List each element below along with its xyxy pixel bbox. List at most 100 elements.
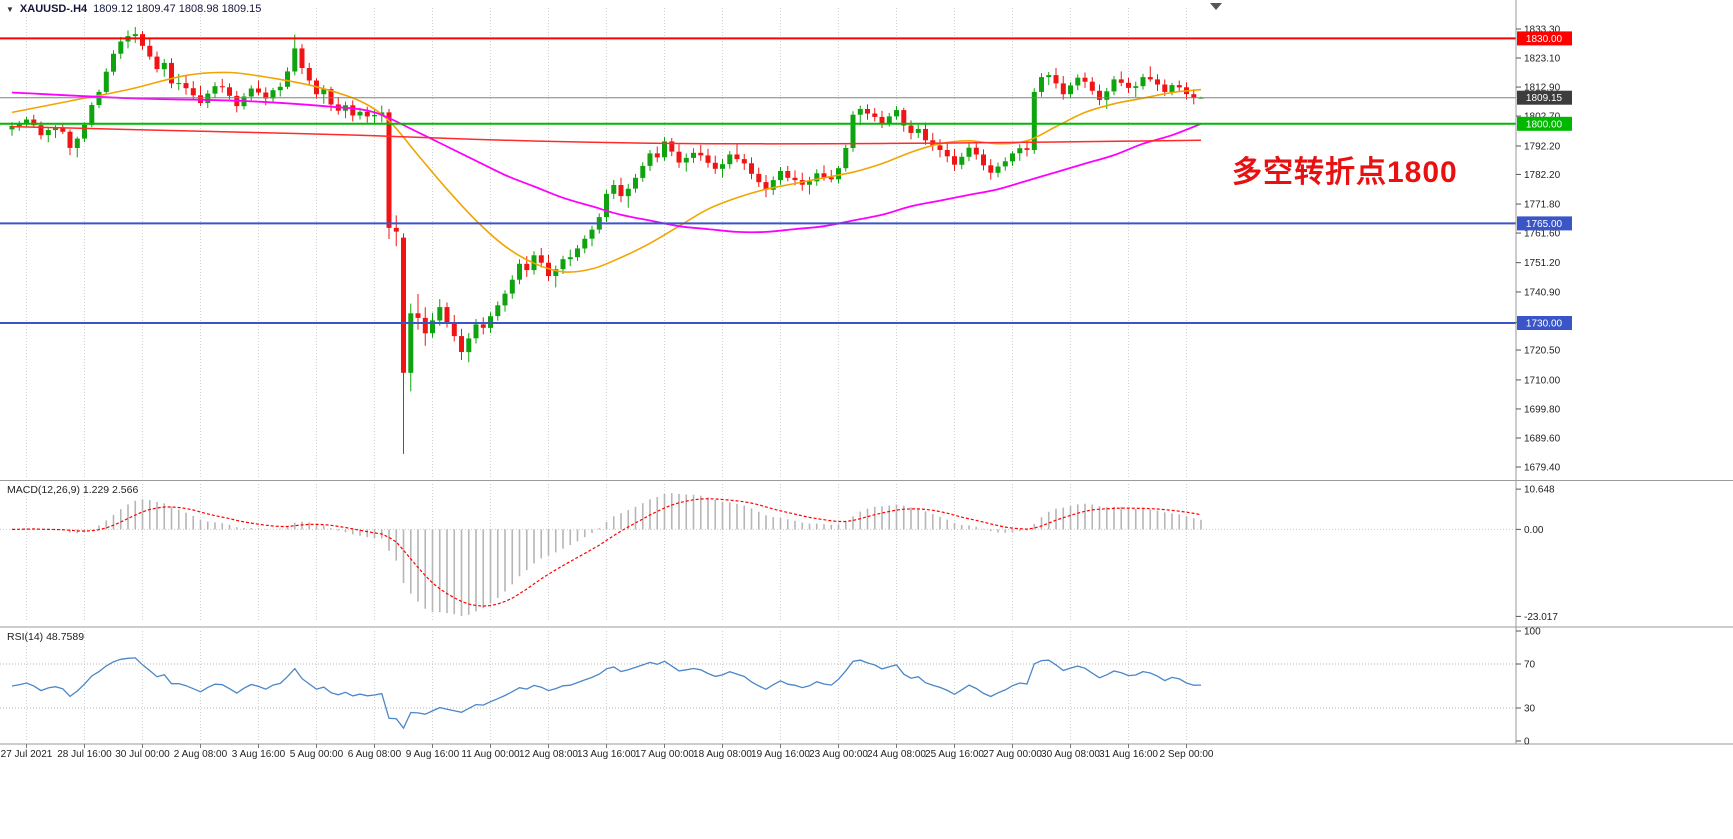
candle	[901, 107, 907, 132]
price-tick-label: 1740.90	[1524, 287, 1561, 298]
candle	[1053, 68, 1059, 89]
candle	[879, 110, 885, 128]
macd-signal-line	[11, 498, 1202, 607]
candle	[575, 245, 580, 261]
time-label: 27 Aug 00:00	[983, 749, 1042, 760]
macd-tick-label: 10.648	[1524, 485, 1555, 496]
candle	[1191, 89, 1197, 105]
price-tick-label: 1689.60	[1524, 433, 1561, 444]
candle	[292, 34, 298, 76]
candle	[749, 157, 754, 180]
candle	[517, 259, 522, 285]
candle	[633, 173, 638, 193]
candle	[227, 83, 232, 100]
time-label: 23 Aug 00:00	[809, 749, 868, 760]
candle	[277, 82, 283, 97]
candle	[814, 169, 820, 186]
time-label: 6 Aug 08:00	[348, 749, 402, 760]
candle	[190, 81, 196, 100]
time-label: 5 Aug 00:00	[290, 749, 344, 760]
candle	[132, 27, 138, 43]
macd-tick-label: -23.017	[1524, 612, 1558, 623]
candle	[118, 37, 124, 59]
candle	[270, 87, 276, 103]
time-label: 31 Aug 16:00	[1099, 749, 1158, 760]
candle	[1060, 76, 1066, 100]
candle	[756, 167, 762, 187]
candle	[169, 58, 174, 89]
candle	[1111, 76, 1117, 96]
candle	[1010, 151, 1015, 166]
candle	[466, 333, 472, 363]
candle	[422, 307, 428, 346]
candle	[1075, 74, 1081, 91]
candle	[647, 150, 653, 171]
candle	[589, 225, 595, 247]
candle	[1017, 144, 1023, 161]
candle	[538, 247, 544, 268]
candle	[1068, 82, 1073, 98]
price-tick-label: 1771.80	[1524, 200, 1561, 211]
time-label: 19 Aug 16:00	[751, 749, 810, 760]
price-badge-1730.00: 1730.00	[1517, 316, 1572, 330]
candle	[857, 105, 863, 126]
candle	[393, 215, 399, 247]
candle	[785, 165, 791, 182]
price-tick-label: 1823.10	[1524, 54, 1561, 65]
candle	[103, 68, 109, 95]
candle	[770, 176, 776, 195]
rsi-pane	[0, 657, 1516, 730]
candle	[415, 294, 421, 330]
candle	[140, 31, 145, 50]
candle	[111, 50, 116, 76]
candle	[640, 162, 646, 182]
time-label: 27 Jul 2021	[1, 749, 53, 760]
candle	[74, 136, 80, 158]
candle	[662, 136, 667, 161]
candle	[24, 116, 29, 127]
candle	[401, 233, 406, 454]
candle	[741, 153, 747, 170]
candle	[219, 78, 225, 93]
candle	[727, 151, 733, 169]
candle	[45, 128, 51, 143]
candle	[1024, 142, 1030, 157]
candle	[625, 184, 631, 208]
candle	[154, 51, 160, 73]
candle	[1176, 80, 1182, 92]
candle	[147, 39, 153, 60]
svg-text:1809.15: 1809.15	[1526, 93, 1563, 104]
ma-line-mid-magenta	[11, 91, 1202, 234]
candle	[872, 108, 878, 122]
current-price-badge: 1809.15	[1517, 90, 1572, 105]
collapse-toggle-icon[interactable]: ▼	[6, 4, 14, 14]
candle	[408, 303, 414, 392]
candle	[509, 275, 515, 299]
candle	[364, 106, 370, 123]
candle	[807, 176, 812, 195]
chart-shift-marker[interactable]	[1210, 3, 1222, 10]
candle	[437, 299, 443, 326]
candle	[705, 148, 711, 168]
candle	[553, 265, 559, 288]
candle	[67, 129, 73, 156]
candle	[981, 149, 986, 171]
candles	[9, 27, 1204, 454]
candle	[306, 62, 312, 85]
candle	[16, 120, 22, 131]
time-label: 2 Sep 00:00	[1160, 749, 1214, 760]
rsi-tick-label: 0	[1524, 737, 1530, 748]
candle	[720, 159, 725, 178]
price-tick-label: 1751.20	[1524, 258, 1561, 269]
candle	[683, 153, 689, 172]
ohlc-values: 1809.12 1809.47 1808.98 1809.15	[93, 3, 262, 15]
time-label: 11 Aug 00:00	[461, 749, 520, 760]
candle	[973, 141, 979, 160]
candle	[459, 328, 464, 360]
price-tick-label: 1782.20	[1524, 170, 1561, 181]
candle	[763, 175, 769, 198]
time-axis: 27 Jul 2021 28 Jul 16:00 30 Jul 00:00 2 Aug…	[1, 744, 1214, 760]
candle	[654, 146, 660, 163]
candle	[618, 177, 624, 203]
